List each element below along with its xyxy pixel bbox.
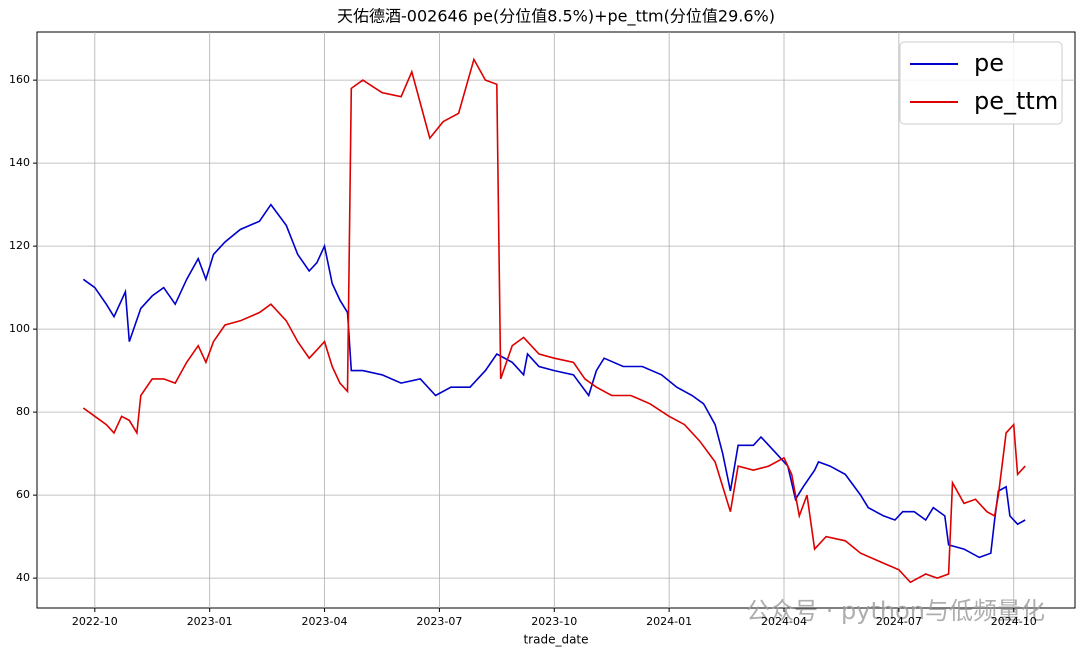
x-tick-label: 2023-04	[302, 615, 348, 628]
x-tick-label: 2024-01	[646, 615, 692, 628]
x-axis-label: trade_date	[523, 633, 588, 647]
x-tick-label: 2023-07	[416, 615, 462, 628]
series-line	[82, 57, 1026, 584]
x-tick-label: 2024-10	[991, 615, 1037, 628]
y-tick-label: 120	[9, 239, 30, 252]
x-tick-label: 2023-01	[187, 615, 233, 628]
y-tick-label: 100	[9, 322, 30, 335]
watermark: 公众号 · python与低频量化	[746, 597, 1045, 625]
x-tick-label: 2024-04	[761, 615, 807, 628]
plot-frame	[36, 31, 1076, 609]
series-line	[82, 203, 1026, 559]
y-tick-label: 160	[9, 73, 30, 86]
legend-box	[899, 41, 1063, 125]
chart-title: 天佑德酒-002646 pe(分位值8.5%)+pe_ttm(分位值29.6%)	[337, 7, 775, 27]
x-tick-label: 2024-07	[876, 615, 922, 628]
y-tick-label: 60	[16, 488, 30, 501]
x-tick-label: 2022-10	[72, 615, 118, 628]
y-tick-label: 140	[9, 156, 30, 169]
x-tick-label: 2023-10	[531, 615, 577, 628]
legend-label: pe_ttm	[974, 87, 1058, 115]
legend-label: pe	[974, 49, 1004, 77]
y-tick-label: 80	[16, 405, 30, 418]
y-tick-label: 40	[16, 571, 30, 584]
